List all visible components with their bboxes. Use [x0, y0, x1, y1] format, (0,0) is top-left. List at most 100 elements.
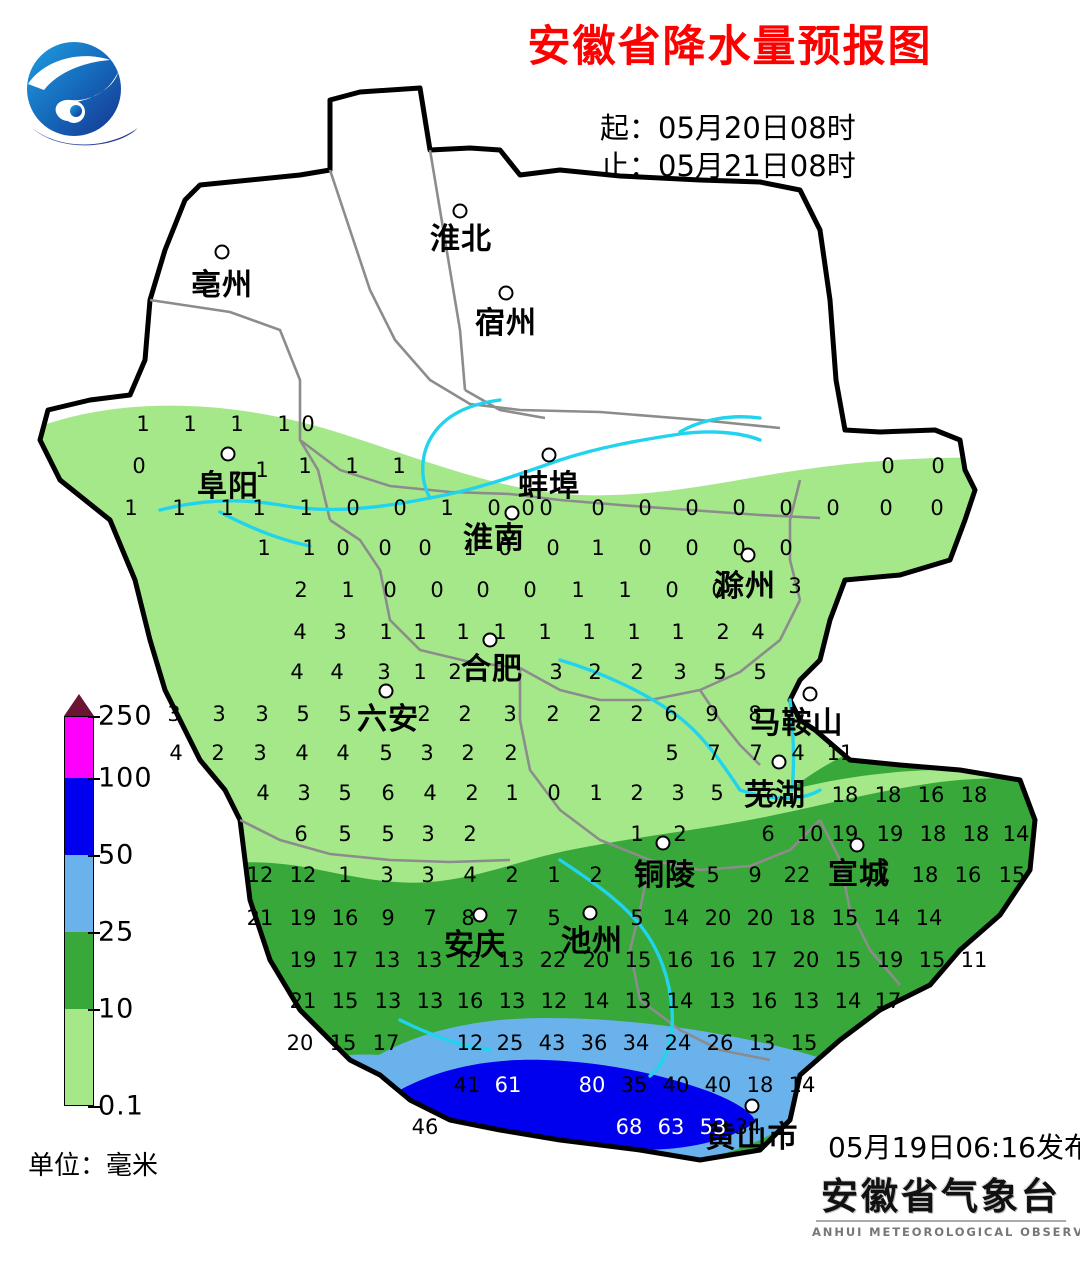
precipitation-value: 0	[546, 536, 560, 560]
precipitation-value: 4	[293, 620, 307, 644]
precipitation-value: 26	[706, 1031, 734, 1055]
precipitation-value: 18	[874, 783, 902, 807]
precipitation-value: 5	[753, 660, 767, 684]
precipitation-value: 16	[954, 863, 982, 887]
precipitation-value: 12	[454, 948, 482, 972]
precipitation-value: 1	[379, 620, 393, 644]
precipitation-value: 6	[294, 822, 308, 846]
legend-tick-mark	[88, 1106, 100, 1108]
precipitation-value: 3	[503, 702, 517, 726]
precipitation-value: 2	[588, 702, 602, 726]
precipitation-value: 14	[666, 989, 694, 1013]
precipitation-value: 15	[918, 948, 946, 972]
precipitation-value: 0	[711, 578, 725, 602]
precipitation-value: 5	[338, 781, 352, 805]
precipitation-value: 40	[662, 1073, 690, 1097]
precipitation-value: 15	[624, 948, 652, 972]
precipitation-value: 1	[618, 578, 632, 602]
precipitation-value: 19	[289, 948, 317, 972]
precipitation-value: 1	[671, 620, 685, 644]
precipitation-value: 18	[746, 1073, 774, 1097]
precipitation-value: 1	[413, 660, 427, 684]
precipitation-value: 36	[580, 1031, 608, 1055]
precipitation-value: 13	[624, 989, 652, 1013]
precipitation-value: 1	[230, 412, 244, 436]
issue-time: 05月19日06:16发布	[828, 1131, 1080, 1164]
precipitation-value: 2	[465, 781, 479, 805]
precipitation-value: 0	[301, 412, 315, 436]
organization-name-en: ANHUI METEOROLOGICAL OBSERVATORY	[812, 1224, 1080, 1239]
precipitation-value: 46	[411, 1115, 439, 1139]
precipitation-value: 13	[748, 1031, 776, 1055]
legend-tick-mark	[88, 1009, 100, 1011]
precipitation-value: 13	[373, 948, 401, 972]
precipitation-value: 1	[338, 863, 352, 887]
precipitation-value: 2	[448, 660, 462, 684]
precipitation-value: 13	[708, 989, 736, 1013]
precipitation-value: 0	[487, 496, 501, 520]
precipitation-value: 2	[630, 660, 644, 684]
precipitation-value: 3	[549, 660, 563, 684]
precipitation-value: 2	[546, 702, 560, 726]
precipitation-value: 20	[582, 948, 610, 972]
precipitation-value: 13	[374, 989, 402, 1013]
precipitation-value: 12	[289, 863, 317, 887]
legend-tick-mark	[88, 716, 100, 718]
city-label: 马鞍山	[750, 706, 844, 741]
legend-unit-label: 单位：毫米	[28, 1151, 159, 1181]
city-label: 铜陵	[634, 858, 696, 893]
precipitation-value: 1	[183, 412, 197, 436]
city-marker-dot	[220, 446, 236, 462]
precipitation-value: 21	[289, 989, 317, 1013]
precipitation-value: 1	[877, 863, 891, 887]
city-label: 宿州	[475, 306, 537, 341]
precipitation-value: 2	[673, 822, 687, 846]
city-marker-dot	[849, 837, 865, 853]
legend-band	[64, 778, 94, 855]
precipitation-value: 1	[538, 620, 552, 644]
precipitation-value: 14	[582, 989, 610, 1013]
precipitation-value: 2	[716, 620, 730, 644]
precipitation-value: 2	[504, 741, 518, 765]
precipitation-value: 0	[930, 496, 944, 520]
precipitation-value: 0	[498, 536, 512, 560]
precipitation-value: 1	[582, 620, 596, 644]
precipitation-value: 3	[420, 741, 434, 765]
precipitation-legend: 250 100 50 25 10 0.1	[58, 694, 198, 1134]
precipitation-value: 61	[494, 1073, 522, 1097]
city-marker-dot	[740, 547, 756, 563]
precipitation-value: 16	[708, 948, 736, 972]
precipitation-value: 1	[493, 620, 507, 644]
precipitation-value: 11	[960, 948, 988, 972]
precipitation-value: 4	[423, 781, 437, 805]
legend-bottom-arrow	[64, 1106, 94, 1128]
precipitation-value: 17	[750, 948, 778, 972]
precipitation-value: 5	[665, 741, 679, 765]
precipitation-value: 3	[380, 863, 394, 887]
precipitation-value: 1	[591, 536, 605, 560]
precipitation-value: 80	[578, 1073, 606, 1097]
precipitation-value: 1	[463, 536, 477, 560]
precipitation-value: 0	[879, 496, 893, 520]
precipitation-value: 0	[881, 454, 895, 478]
precipitation-value: 18	[831, 783, 859, 807]
legend-top-arrow	[64, 694, 94, 716]
precipitation-value: 2	[417, 702, 431, 726]
city-label: 阜阳	[197, 469, 259, 504]
precipitation-value: 5	[710, 781, 724, 805]
precipitation-value: 16	[666, 948, 694, 972]
precipitation-value: 0	[826, 496, 840, 520]
city-marker-dot	[482, 632, 498, 648]
precipitation-value: 7	[749, 741, 763, 765]
precipitation-value: 14	[915, 906, 943, 930]
city-marker-dot	[498, 285, 514, 301]
precipitation-value: 20	[704, 906, 732, 930]
precipitation-value: 34	[622, 1031, 650, 1055]
precipitation-value: 8	[748, 702, 762, 726]
precipitation-value: 21	[246, 906, 274, 930]
legend-band	[64, 1009, 94, 1106]
precipitation-value: 2	[505, 863, 519, 887]
precipitation-value: 4	[751, 620, 765, 644]
precipitation-value: 16	[750, 989, 778, 1013]
